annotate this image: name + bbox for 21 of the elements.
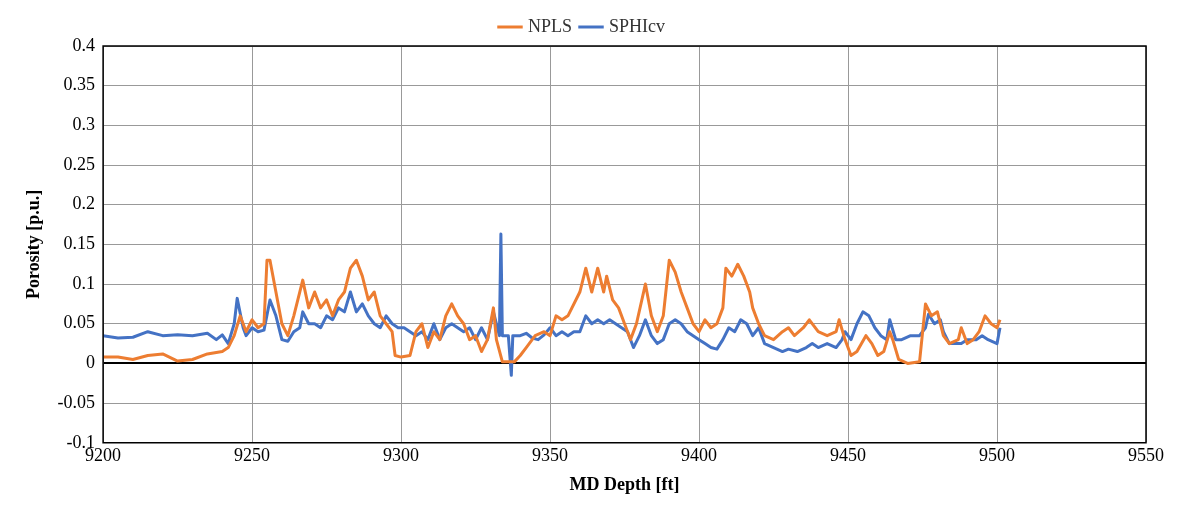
y-tick-label: -0.05 [57,391,96,412]
x-tick-label: 9250 [234,445,271,466]
x-axis-title: MD Depth [ft] [569,473,680,494]
y-tick-label: 0.1 [72,272,96,293]
y-tick-label: 0.3 [72,114,96,135]
x-tick-label: 9450 [830,445,867,466]
x-tick-label: 9550 [1128,445,1164,466]
y-tick-label: 0.35 [63,74,96,95]
y-axis-title: Porosity [p.u.] [23,189,44,299]
x-tick-label: 9500 [979,445,1016,466]
y-tick-label: 0.15 [63,233,96,254]
y-tick-label: 0.25 [63,153,96,174]
legend-label: SPHIcv [609,15,666,36]
y-tick-label: 0.05 [63,312,96,333]
x-tick-label: 9400 [681,445,718,466]
x-tick-label: 9300 [383,445,420,466]
x-tick-label: 9350 [532,445,569,466]
y-tick-label: 0 [86,352,96,373]
legend-label: NPLS [527,15,573,36]
y-tick-label: 0.4 [72,34,96,55]
y-tick-label: 0.2 [72,193,96,214]
